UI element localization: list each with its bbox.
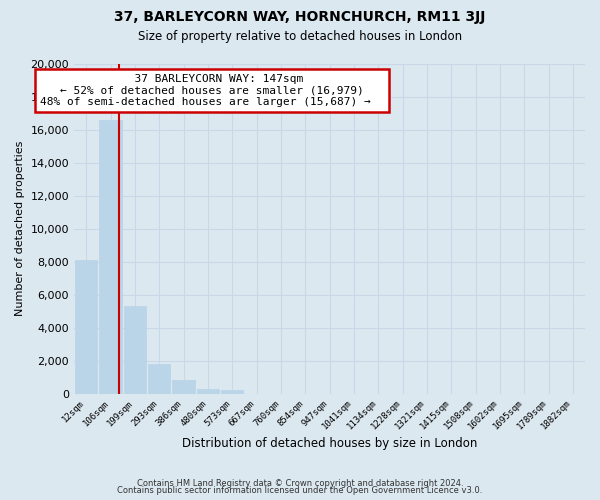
- Bar: [221, 390, 244, 394]
- Text: 37, BARLEYCORN WAY, HORNCHURCH, RM11 3JJ: 37, BARLEYCORN WAY, HORNCHURCH, RM11 3JJ: [115, 10, 485, 24]
- Bar: [124, 306, 146, 394]
- X-axis label: Distribution of detached houses by size in London: Distribution of detached houses by size …: [182, 437, 477, 450]
- Bar: [172, 380, 195, 394]
- Bar: [100, 120, 122, 394]
- Text: Contains HM Land Registry data © Crown copyright and database right 2024.: Contains HM Land Registry data © Crown c…: [137, 478, 463, 488]
- Text: Size of property relative to detached houses in London: Size of property relative to detached ho…: [138, 30, 462, 43]
- Y-axis label: Number of detached properties: Number of detached properties: [15, 141, 25, 316]
- Text: 37 BARLEYCORN WAY: 147sqm
← 52% of detached houses are smaller (16,979)
48% of s: 37 BARLEYCORN WAY: 147sqm ← 52% of detac…: [40, 74, 384, 107]
- Bar: [75, 260, 97, 394]
- Bar: [148, 364, 170, 394]
- Text: Contains public sector information licensed under the Open Government Licence v3: Contains public sector information licen…: [118, 486, 482, 495]
- Bar: [197, 389, 219, 394]
